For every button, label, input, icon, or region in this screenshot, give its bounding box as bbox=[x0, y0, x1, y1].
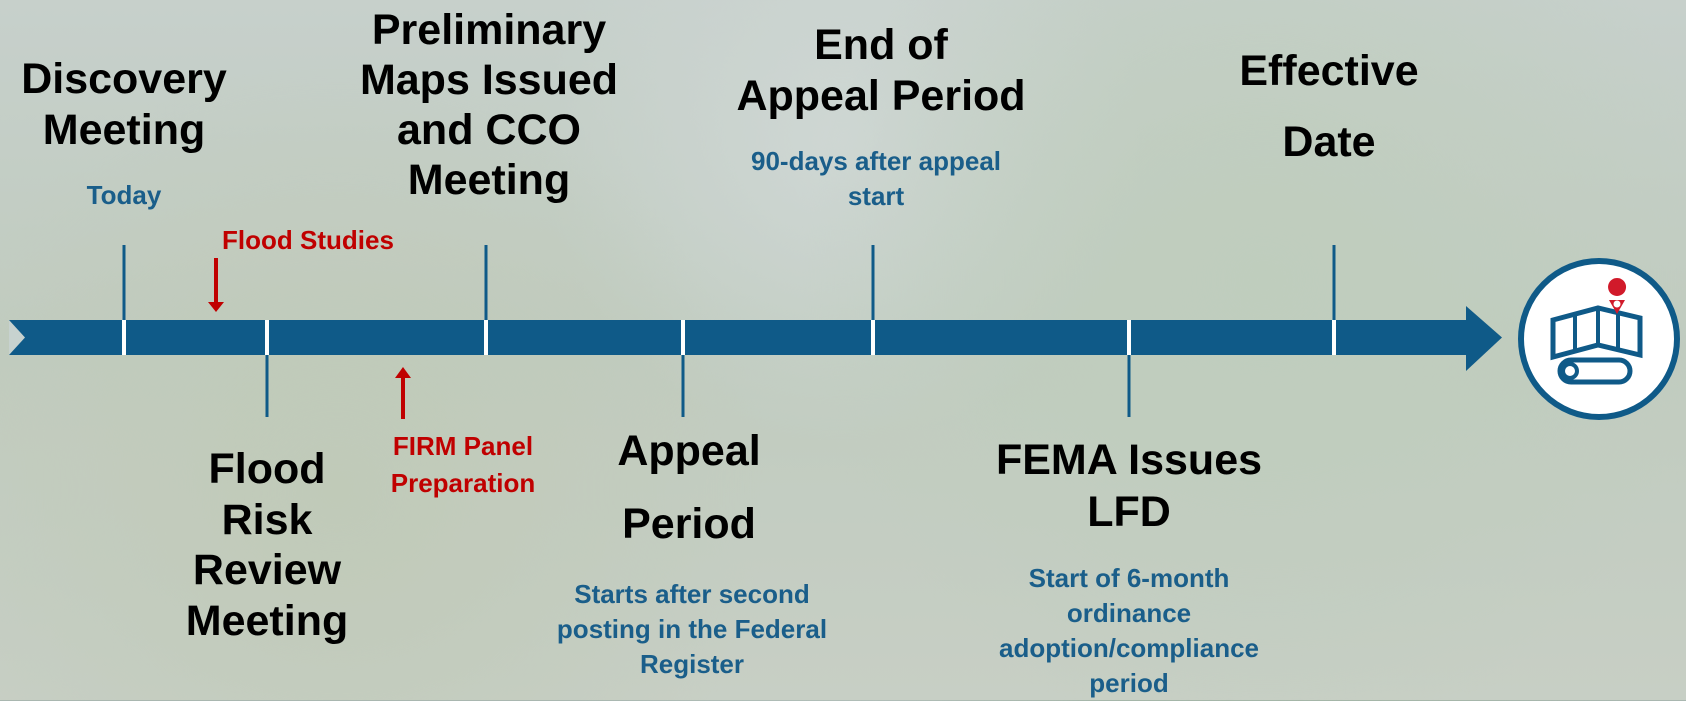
milestone-title-line: LFD bbox=[996, 486, 1262, 538]
milestone-title-line: Maps Issued bbox=[360, 55, 618, 105]
milestone-title-line: FEMA Issues bbox=[996, 434, 1262, 486]
arrow-head bbox=[208, 302, 224, 312]
annotation-line: Flood Studies bbox=[222, 222, 394, 259]
milestone-note-line: period bbox=[999, 666, 1259, 701]
milestone-note-line: Register bbox=[557, 647, 827, 682]
milestone-title-line: and CCO bbox=[360, 105, 618, 155]
milestone-note-line: start bbox=[751, 179, 1001, 214]
milestone-title-line: Review bbox=[186, 545, 348, 596]
milestone-note: Today bbox=[87, 178, 162, 213]
milestone-title-line: Effective bbox=[1239, 36, 1418, 107]
milestone-title-line: Meeting bbox=[21, 105, 227, 156]
milestone-title-line: Appeal bbox=[617, 415, 760, 488]
arrow-head bbox=[395, 367, 411, 378]
milestone-title-line: End of bbox=[736, 20, 1025, 71]
milestone-note-line: Starts after second bbox=[557, 577, 827, 612]
timeline-bar bbox=[9, 320, 1469, 355]
milestone-note-line: posting in the Federal bbox=[557, 612, 827, 647]
milestone-note-line: adoption/compliance bbox=[999, 631, 1259, 666]
milestone-note-line: 90-days after appeal bbox=[751, 144, 1001, 179]
milestone-title-line: Date bbox=[1239, 107, 1418, 178]
milestone-note-line: Today bbox=[87, 178, 162, 213]
milestone-note-line: ordinance bbox=[999, 596, 1259, 631]
arrow-head bbox=[1466, 306, 1502, 371]
annotation-line: FIRM Panel bbox=[391, 428, 536, 465]
milestone-title-line: Preliminary bbox=[360, 5, 618, 55]
map-icon bbox=[1521, 261, 1677, 417]
milestone-title-line: Flood bbox=[186, 444, 348, 495]
annotation: Flood Studies bbox=[222, 222, 394, 259]
milestone-title-line: Meeting bbox=[360, 155, 618, 205]
milestone-title-line: Risk bbox=[186, 495, 348, 546]
milestone-title-line: Discovery bbox=[21, 54, 227, 105]
milestone-note-line: Start of 6-month bbox=[999, 561, 1259, 596]
milestone-title-line: Period bbox=[617, 488, 760, 561]
milestone-title-line: Meeting bbox=[186, 596, 348, 647]
milestone-title-line: Appeal Period bbox=[736, 71, 1025, 122]
page: (() => { const data = JSON.parse(documen… bbox=[0, 0, 1686, 700]
annotation-line: Preparation bbox=[391, 465, 536, 502]
